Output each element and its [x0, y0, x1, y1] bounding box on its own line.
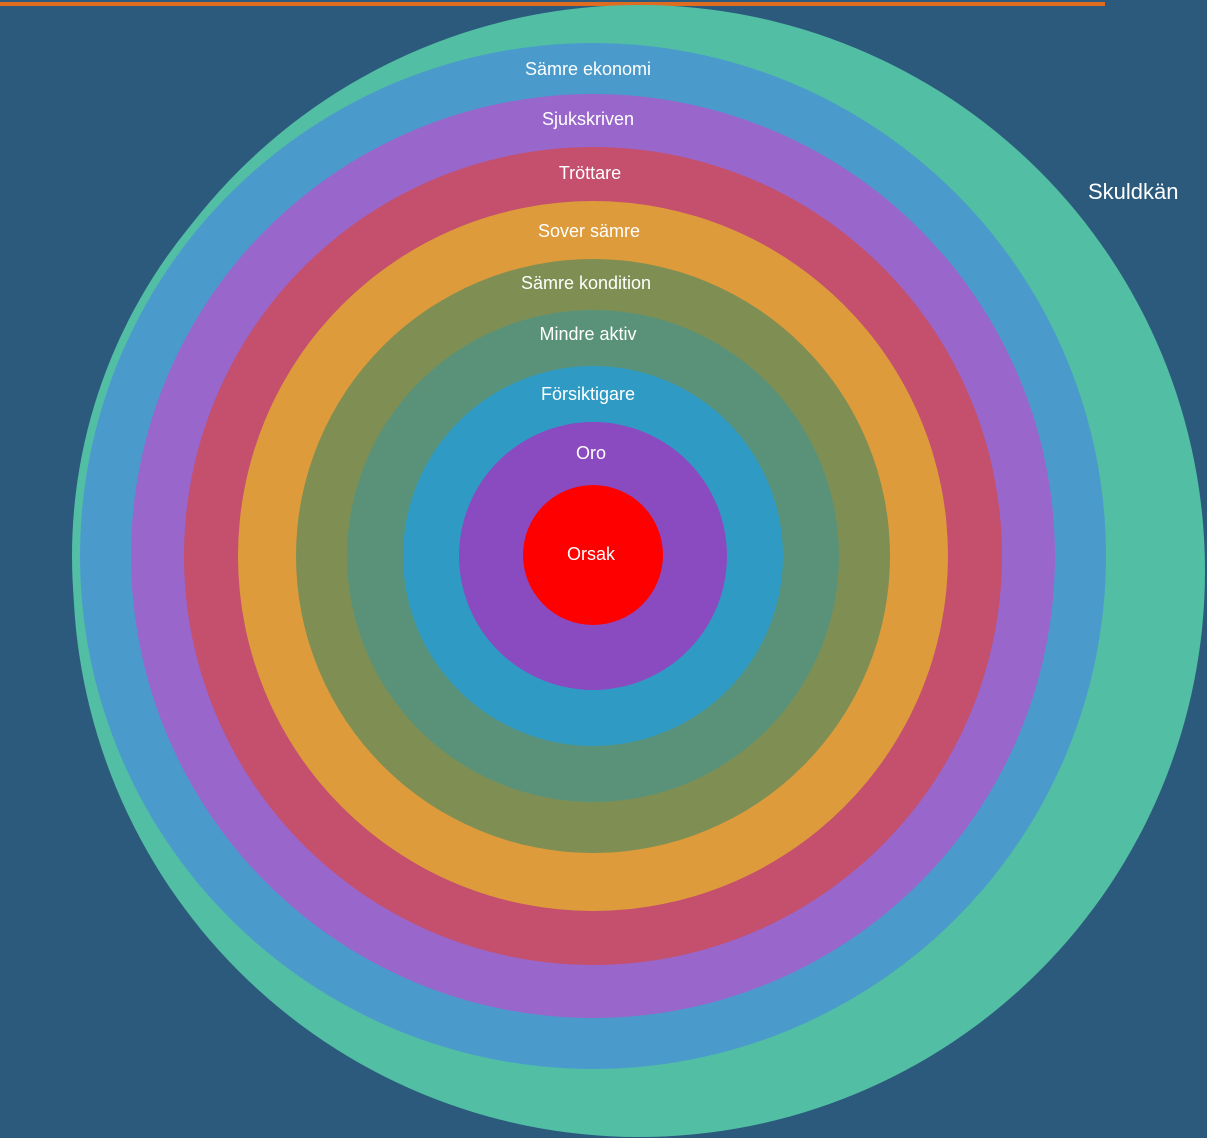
ring-label: Försiktigare	[541, 384, 635, 404]
ring-label: Sämre ekonomi	[525, 59, 651, 79]
ring-label: Mindre aktiv	[539, 324, 636, 344]
ring-label: Oro	[576, 443, 606, 463]
ring-label: Sover sämre	[538, 221, 640, 241]
core-label: Orsak	[567, 544, 616, 564]
ring-label: Sämre kondition	[521, 273, 651, 293]
core	[523, 485, 663, 625]
ring-label: Tröttare	[559, 163, 621, 183]
ring-label: Sjukskriven	[542, 109, 634, 129]
outer-label: Skuldkän	[1088, 179, 1179, 204]
